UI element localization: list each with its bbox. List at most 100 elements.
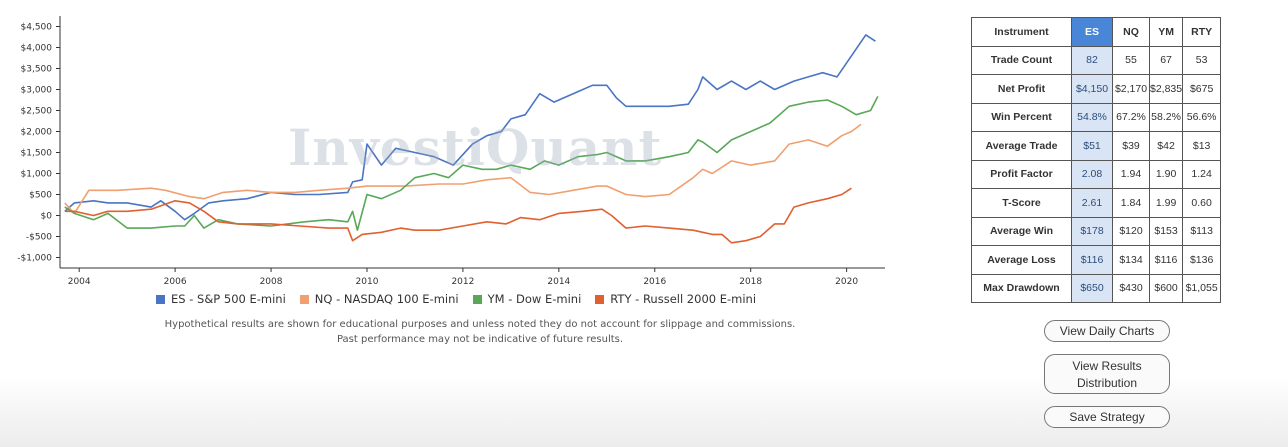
cell-nq: 55 <box>1112 45 1150 75</box>
x-tick-label: 2014 <box>547 277 570 287</box>
cell-rty: 0.60 <box>1182 188 1222 218</box>
header-nq[interactable]: NQ <box>1112 17 1150 47</box>
legend-label: YM - Dow E-mini <box>487 292 582 306</box>
cell-rty: $1,055 <box>1182 273 1222 303</box>
cell-ym: 67 <box>1148 45 1184 75</box>
cell-ym: $42 <box>1148 131 1184 161</box>
row-label: Max Drawdown <box>971 273 1072 303</box>
legend-swatch <box>472 294 482 304</box>
x-tick-label: 2006 <box>164 277 187 287</box>
series-line-rty <box>64 187 852 244</box>
y-tick-label: $1,000 <box>21 170 53 180</box>
table-row: Win Percent 54.8% 67.2% 58.2% 56.6% <box>971 102 1222 132</box>
view-results-distribution-button[interactable]: View Results Distribution <box>1044 354 1170 394</box>
cell-rty: $136 <box>1182 245 1222 275</box>
cell-rty: 53 <box>1182 45 1222 75</box>
legend-item-rty[interactable]: RTY - Russell 2000 E-mini <box>595 292 756 306</box>
row-label: Trade Count <box>971 45 1072 75</box>
row-label: Average Trade <box>971 131 1072 161</box>
legend-label: NQ - NASDAQ 100 E-mini <box>314 292 459 306</box>
cell-es: $116 <box>1071 245 1113 275</box>
y-tick-label: $2,000 <box>21 128 53 138</box>
y-tick-label: $2,500 <box>21 107 53 117</box>
cell-rty: $13 <box>1182 131 1222 161</box>
cell-rty: $113 <box>1182 216 1222 246</box>
row-label: Net Profit <box>971 74 1072 104</box>
cell-es: 2.08 <box>1071 159 1113 189</box>
cell-nq: $430 <box>1112 273 1150 303</box>
series-line-nq <box>64 123 862 215</box>
y-tick-label: $3,500 <box>21 65 53 75</box>
disclaimer-line-2: Past performance may not be indicative o… <box>336 334 624 345</box>
cell-nq: $2,170 <box>1112 74 1150 104</box>
cell-ym: $153 <box>1148 216 1184 246</box>
cell-rty: 1.24 <box>1182 159 1222 189</box>
y-tick-label: $3,000 <box>21 86 53 96</box>
y-tick-label: $500 <box>29 191 52 201</box>
cell-ym: 1.99 <box>1148 188 1184 218</box>
y-tick-label: $4,500 <box>21 23 53 33</box>
legend-swatch <box>595 294 605 304</box>
cell-ym: 58.2% <box>1148 102 1184 132</box>
cell-nq: 1.94 <box>1112 159 1150 189</box>
save-strategy-button[interactable]: Save Strategy <box>1044 406 1170 428</box>
cell-es: 54.8% <box>1071 102 1113 132</box>
button-label-line-1: View Results <box>1072 359 1142 373</box>
table-row: Trade Count 82 55 67 53 <box>971 45 1222 75</box>
cell-rty: $675 <box>1182 74 1222 104</box>
disclaimer-line-1: Hypothetical results are shown for educa… <box>164 319 796 330</box>
cell-es: $178 <box>1071 216 1113 246</box>
x-tick-label: 2016 <box>643 277 666 287</box>
header-ym[interactable]: YM <box>1148 17 1184 47</box>
x-tick-label: 2012 <box>451 277 474 287</box>
y-tick-label: $1,500 <box>21 149 53 159</box>
cell-ym: 1.90 <box>1148 159 1184 189</box>
cell-ym: $2,835 <box>1148 74 1184 104</box>
cell-es: $51 <box>1071 131 1113 161</box>
table-row: Net Profit $4,150 $2,170 $2,835 $675 <box>971 74 1222 104</box>
chart-legend: ES - S&P 500 E-mini NQ - NASDAQ 100 E-mi… <box>156 292 756 306</box>
legend-label: ES - S&P 500 E-mini <box>171 292 286 306</box>
legend-label: RTY - Russell 2000 E-mini <box>610 292 757 306</box>
series-line-es <box>64 34 876 221</box>
series-line-ym <box>64 96 879 231</box>
y-tick-label: -$500 <box>26 233 52 243</box>
y-tick-label: $4,000 <box>21 44 53 54</box>
cell-nq: 1.84 <box>1112 188 1150 218</box>
table-row: Average Win $178 $120 $153 $113 <box>971 216 1222 246</box>
cell-nq: 67.2% <box>1112 102 1150 132</box>
row-label: Average Win <box>971 216 1072 246</box>
table-row: Average Trade $51 $39 $42 $13 <box>971 131 1222 161</box>
button-label-line-2: Distribution <box>1076 376 1138 390</box>
row-label: Average Loss <box>971 245 1072 275</box>
header-rty[interactable]: RTY <box>1182 17 1222 47</box>
cell-es: $650 <box>1071 273 1113 303</box>
cell-nq: $120 <box>1112 216 1150 246</box>
cell-ym: $600 <box>1148 273 1184 303</box>
table-row: Profit Factor 2.08 1.94 1.90 1.24 <box>971 159 1222 189</box>
legend-item-es[interactable]: ES - S&P 500 E-mini <box>156 292 286 306</box>
legend-swatch <box>299 294 309 304</box>
table-header-row: Instrument ES NQ YM RTY <box>971 17 1222 47</box>
table-row: T-Score 2.61 1.84 1.99 0.60 <box>971 188 1222 218</box>
cell-es: 2.61 <box>1071 188 1113 218</box>
cell-nq: $39 <box>1112 131 1150 161</box>
row-label: T-Score <box>971 188 1072 218</box>
row-label: Profit Factor <box>971 159 1072 189</box>
cell-rty: 56.6% <box>1182 102 1222 132</box>
legend-item-ym[interactable]: YM - Dow E-mini <box>472 292 582 306</box>
header-es[interactable]: ES <box>1071 17 1113 47</box>
x-tick-label: 2010 <box>356 277 379 287</box>
x-tick-label: 2020 <box>835 277 858 287</box>
x-tick-label: 2008 <box>260 277 283 287</box>
header-instrument: Instrument <box>971 17 1072 47</box>
results-table: Instrument ES NQ YM RTY Trade Count 82 55 6… <box>971 17 1222 303</box>
cell-ym: $116 <box>1148 245 1184 275</box>
view-daily-charts-button[interactable]: View Daily Charts <box>1044 320 1170 342</box>
table-row: Max Drawdown $650 $430 $600 $1,055 <box>971 273 1222 303</box>
legend-item-nq[interactable]: NQ - NASDAQ 100 E-mini <box>299 292 459 306</box>
x-tick-label: 2018 <box>739 277 762 287</box>
cell-es: $4,150 <box>1071 74 1113 104</box>
legend-swatch <box>156 294 165 304</box>
x-tick-label: 2004 <box>68 277 91 287</box>
